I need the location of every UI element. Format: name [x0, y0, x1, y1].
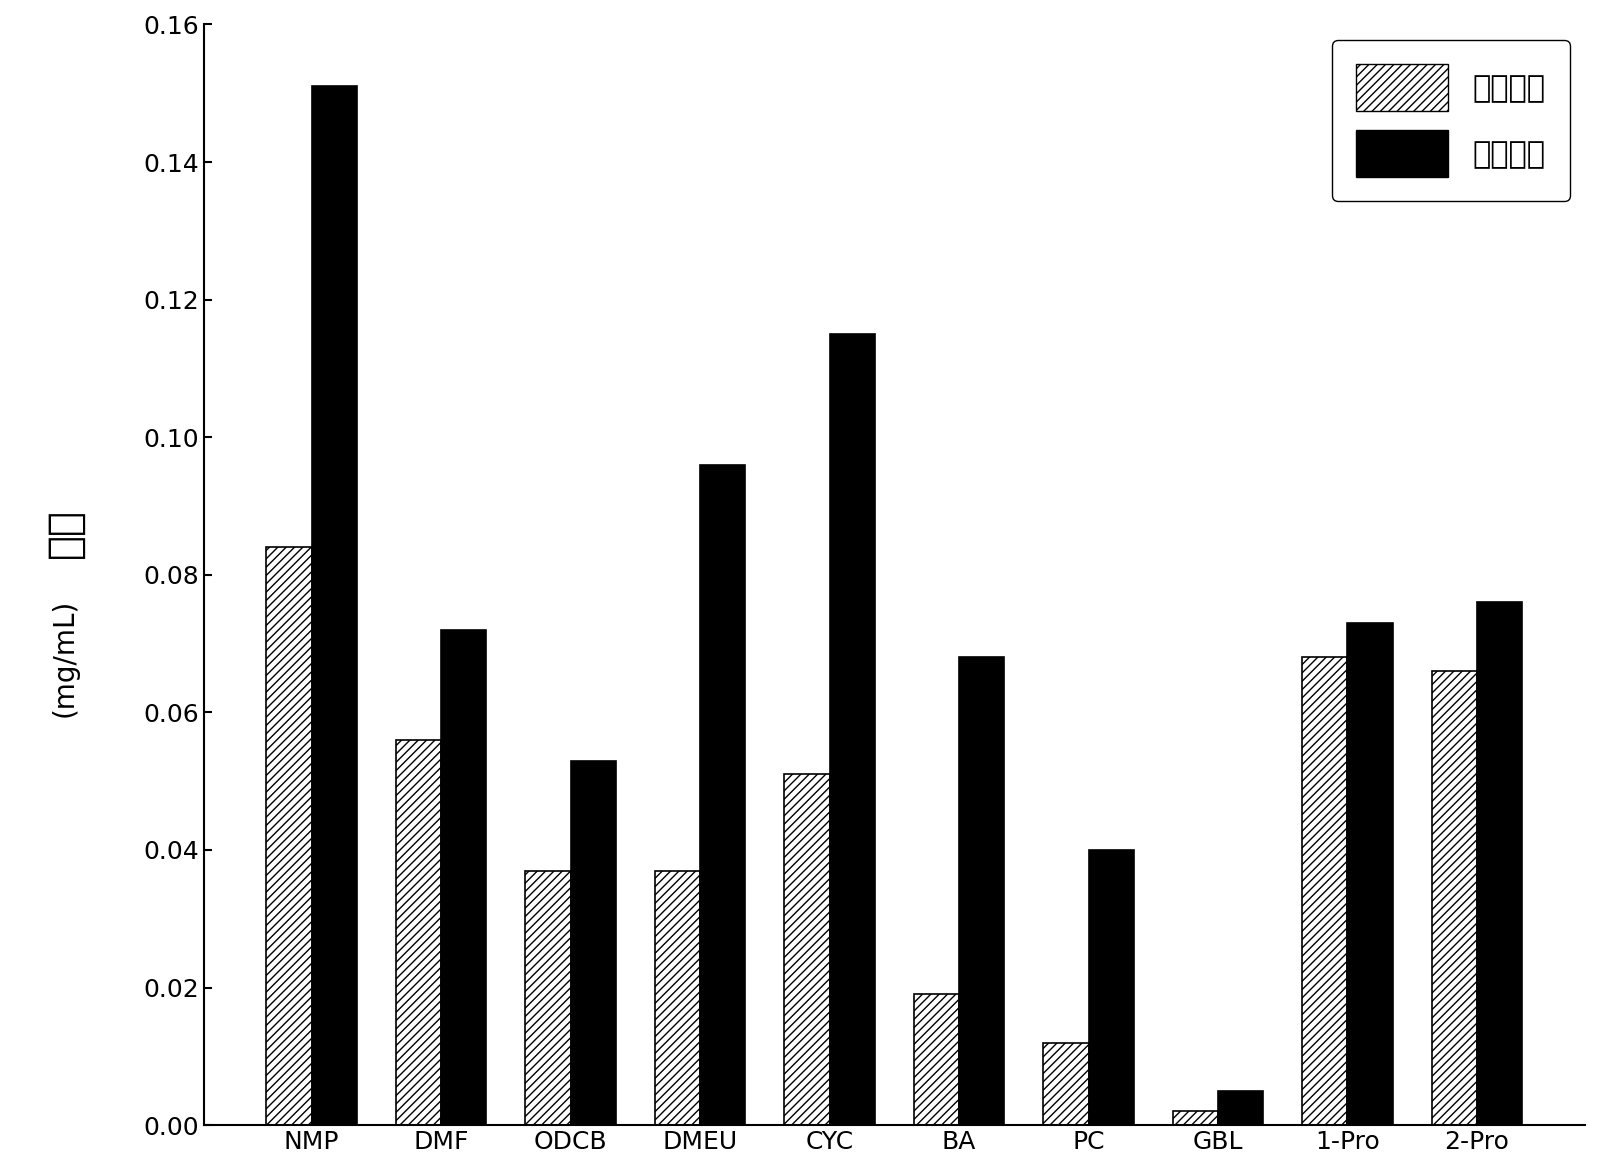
Bar — [442, 630, 486, 1125]
Bar — [1477, 602, 1522, 1125]
Bar — [1173, 1112, 1218, 1125]
Bar — [914, 995, 958, 1125]
Bar — [1218, 1091, 1264, 1125]
Bar — [701, 465, 746, 1125]
Bar — [571, 761, 616, 1125]
Bar — [784, 774, 829, 1125]
Bar — [829, 334, 875, 1125]
Bar — [1432, 671, 1477, 1125]
Bar — [1347, 623, 1392, 1125]
Bar — [395, 740, 442, 1125]
Text: (mg/mL): (mg/mL) — [51, 599, 78, 718]
Bar — [312, 87, 357, 1125]
Text: 浓度: 浓度 — [43, 509, 86, 558]
Bar — [1043, 1043, 1088, 1125]
Bar — [958, 657, 1005, 1125]
Bar — [654, 871, 701, 1125]
Legend: 无插层剂, 有插层剂: 无插层剂, 有插层剂 — [1331, 40, 1570, 201]
Bar — [267, 547, 312, 1125]
Bar — [1088, 850, 1134, 1125]
Bar — [1302, 657, 1347, 1125]
Bar — [525, 871, 571, 1125]
